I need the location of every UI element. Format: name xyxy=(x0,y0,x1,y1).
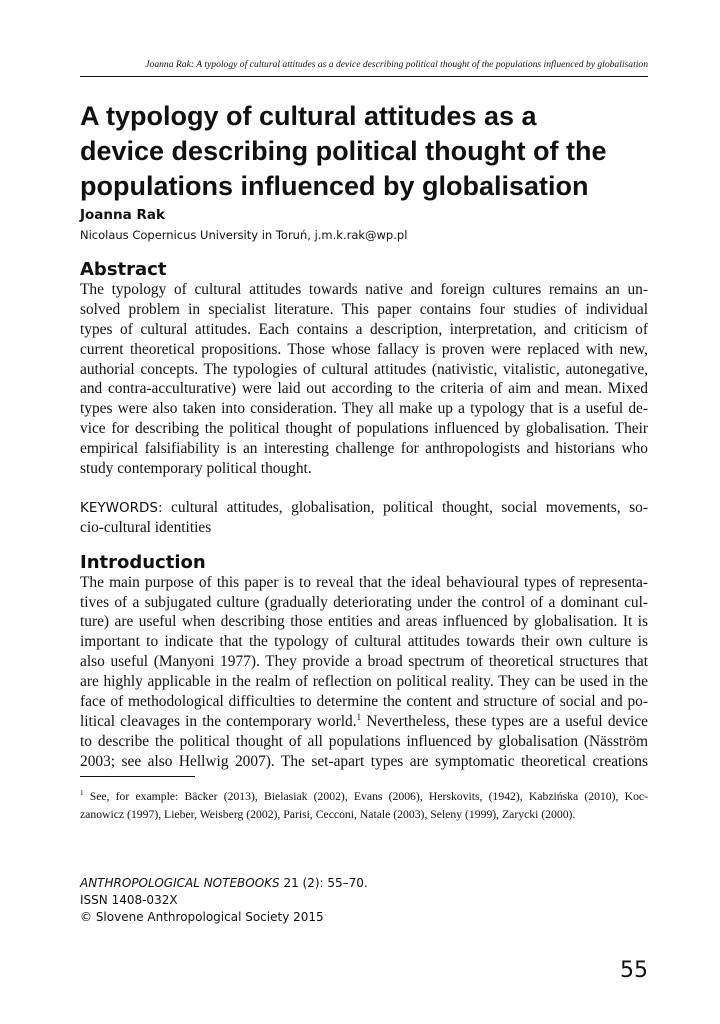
introduction-heading: Introduction xyxy=(80,551,206,573)
title-line: A typology of cultural attitudes as a xyxy=(80,101,537,131)
text-line: solved problem in specialist literature.… xyxy=(80,300,648,318)
text-line: tives of a subjugated culture (gradually… xyxy=(80,593,648,611)
footnote-text: zanowicz (1997), Lieber, Weisberg (2002)… xyxy=(80,807,576,821)
footnote-rule xyxy=(80,775,195,777)
footnote-ref[interactable]: 1 xyxy=(356,711,362,722)
text-line: also useful (Manyoni 1977). They provide… xyxy=(80,653,648,671)
page-content: Joanna Rak: A typology of cultural attit… xyxy=(80,0,648,926)
text-fragment: Nevertheless, these types are a useful d… xyxy=(361,712,648,730)
title-line: populations influenced by globalisation xyxy=(80,171,589,201)
text-line: vice for describing the political though… xyxy=(80,420,648,438)
author-affiliation: Nicolaus Copernicus University in Toruń,… xyxy=(80,228,408,242)
text-line: The main purpose of this paper is to rev… xyxy=(80,573,648,591)
text-line: are highly applicable in the realm of re… xyxy=(80,673,648,691)
author-name: Joanna Rak xyxy=(80,207,165,223)
title-line: device describing political thought of t… xyxy=(80,136,607,166)
keywords-line: KEYWORDS: cultural attitudes, globalisat… xyxy=(80,498,648,518)
text-line: empirical falsifiability is an interesti… xyxy=(80,440,648,458)
text-line: and contra-acculturative) were laid out … xyxy=(80,380,648,398)
text-line: face of methodological difficulties to d… xyxy=(80,693,648,711)
paper-title: A typology of cultural attitudes as a de… xyxy=(80,99,648,204)
keywords-text: cio-cultural identities xyxy=(80,518,212,536)
text-line: The typology of cultural attitudes towar… xyxy=(80,281,648,298)
footnote-text: See, for example: Bäcker (2013), Bielasi… xyxy=(83,789,648,803)
footnote: 1 See, for example: Bäcker (2013), Biela… xyxy=(80,788,648,824)
running-header: Joanna Rak: A typology of cultural attit… xyxy=(145,59,648,70)
text-line: types of cultural attitudes. Each contai… xyxy=(80,320,648,338)
text-line: authorial concepts. The typologies of cu… xyxy=(80,360,648,378)
text-line: 2003; see also Hellwig 2007). The set-ap… xyxy=(80,752,648,770)
text-line: current theoretical propositions. Those … xyxy=(80,340,648,358)
keywords: KEYWORDS: cultural attitudes, globalisat… xyxy=(80,498,648,538)
journal-copyright: © Slovene Anthropological Society 2015 xyxy=(80,909,324,924)
text-fragment: litical cleavages in the contemporary wo… xyxy=(80,712,357,730)
text-line: ture) are useful when describing those e… xyxy=(80,613,648,631)
journal-info: ANTHROPOLOGICAL NOTEBOOKS 21 (2): 55–70.… xyxy=(80,875,648,926)
text-line: study contemporary political thought. xyxy=(80,460,312,478)
text-line: litical cleavages in the contemporary wo… xyxy=(80,712,648,732)
abstract-heading: Abstract xyxy=(80,259,167,280)
introduction-body: The main purpose of this paper is to rev… xyxy=(80,573,648,772)
text-line: important to indicate that the typology … xyxy=(80,633,648,651)
keywords-text: cultural attitudes, globalisation, polit… xyxy=(162,498,648,516)
text-line: to describe the political thought of all… xyxy=(80,732,648,750)
text-line: types were also taken into consideration… xyxy=(80,400,648,418)
page-number: 55 xyxy=(620,958,648,983)
journal-issn: ISSN 1408-032X xyxy=(80,892,178,907)
journal-citation: ANTHROPOLOGICAL NOTEBOOKS 21 (2): 55–70. xyxy=(80,875,648,892)
abstract-body: The typology of cultural attitudes towar… xyxy=(80,280,648,479)
footnote-marker: 1 xyxy=(80,788,84,797)
journal-name: ANTHROPOLOGICAL NOTEBOOKS xyxy=(80,875,280,890)
journal-issue: 21 (2): 55–70. xyxy=(279,875,368,890)
keywords-label: KEYWORDS: xyxy=(80,499,163,516)
footnote-line: 1 See, for example: Bäcker (2013), Biela… xyxy=(80,788,648,806)
header-rule xyxy=(80,76,648,77)
